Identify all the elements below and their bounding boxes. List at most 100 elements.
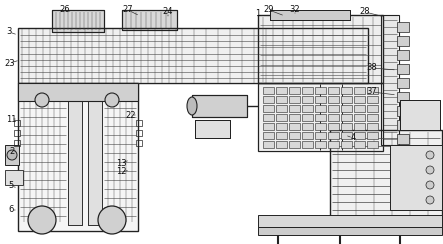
Bar <box>354 123 365 130</box>
Bar <box>397 106 409 116</box>
Bar <box>263 87 274 94</box>
Bar <box>258 215 442 227</box>
Bar <box>354 87 365 94</box>
Bar <box>68 85 82 225</box>
Circle shape <box>426 181 434 189</box>
Bar <box>122 10 177 30</box>
Bar <box>195 120 230 138</box>
Bar <box>18 83 138 231</box>
Bar <box>19 84 137 230</box>
Circle shape <box>98 206 126 234</box>
Bar <box>258 15 383 83</box>
Bar <box>52 10 104 32</box>
Bar <box>302 141 313 148</box>
Bar <box>315 96 326 103</box>
Bar <box>328 105 339 112</box>
Bar <box>354 96 365 103</box>
Circle shape <box>426 166 434 174</box>
Bar <box>354 105 365 112</box>
Bar <box>289 123 300 130</box>
Bar <box>328 96 339 103</box>
Bar <box>367 132 378 139</box>
Bar <box>302 105 313 112</box>
Bar <box>341 105 352 112</box>
Bar <box>136 130 142 136</box>
Bar <box>88 85 102 225</box>
Bar <box>397 50 409 60</box>
Bar <box>302 114 313 121</box>
Text: 26: 26 <box>60 6 70 14</box>
Bar <box>14 130 20 136</box>
Bar <box>302 132 313 139</box>
Text: 6: 6 <box>8 205 14 214</box>
Circle shape <box>7 150 17 160</box>
Bar <box>367 105 378 112</box>
Bar <box>258 227 442 235</box>
Text: 23: 23 <box>5 59 16 68</box>
Bar <box>276 141 287 148</box>
Bar <box>259 16 382 82</box>
Bar <box>88 85 102 225</box>
Bar <box>263 96 274 103</box>
Bar <box>14 140 20 146</box>
Bar <box>192 95 247 117</box>
Text: 28: 28 <box>360 8 370 17</box>
Bar <box>52 10 104 32</box>
Bar <box>328 132 339 139</box>
Bar <box>328 141 339 148</box>
Bar <box>302 87 313 94</box>
Bar <box>263 141 274 148</box>
Text: 29: 29 <box>264 6 274 14</box>
Bar <box>259 84 382 150</box>
Text: 4: 4 <box>350 133 356 142</box>
Bar <box>195 120 230 138</box>
Bar <box>315 141 326 148</box>
Bar <box>14 120 20 126</box>
Bar <box>68 85 82 225</box>
Bar <box>341 132 352 139</box>
Bar <box>397 36 409 46</box>
Bar <box>354 114 365 121</box>
Bar <box>397 120 409 130</box>
Text: 5: 5 <box>8 182 14 191</box>
Bar <box>381 15 399 145</box>
Bar <box>390 145 442 210</box>
Bar <box>5 145 19 165</box>
Bar <box>263 105 274 112</box>
Bar <box>276 105 287 112</box>
Text: 22: 22 <box>126 111 136 120</box>
Bar <box>367 114 378 121</box>
Bar <box>289 114 300 121</box>
Bar <box>258 83 383 151</box>
Circle shape <box>105 93 119 107</box>
Bar <box>270 10 350 20</box>
Bar <box>289 132 300 139</box>
Text: 38: 38 <box>367 63 377 72</box>
Bar <box>315 123 326 130</box>
Circle shape <box>28 206 56 234</box>
Circle shape <box>35 93 49 107</box>
Text: 12: 12 <box>116 167 126 176</box>
Circle shape <box>426 196 434 204</box>
Bar <box>19 29 367 82</box>
Bar <box>341 87 352 94</box>
Bar <box>289 141 300 148</box>
Bar <box>400 100 440 130</box>
Bar <box>5 170 23 185</box>
Bar <box>367 123 378 130</box>
Circle shape <box>426 151 434 159</box>
Bar <box>302 123 313 130</box>
Bar <box>263 114 274 121</box>
Bar <box>382 16 398 144</box>
Bar <box>397 22 409 32</box>
Text: 37: 37 <box>367 88 377 96</box>
Bar <box>341 141 352 148</box>
Bar <box>192 95 247 117</box>
Bar <box>367 87 378 94</box>
Bar <box>397 92 409 102</box>
Bar <box>289 96 300 103</box>
Bar <box>276 114 287 121</box>
Bar <box>136 140 142 146</box>
Text: 3: 3 <box>6 28 12 37</box>
Text: 27: 27 <box>123 6 133 14</box>
